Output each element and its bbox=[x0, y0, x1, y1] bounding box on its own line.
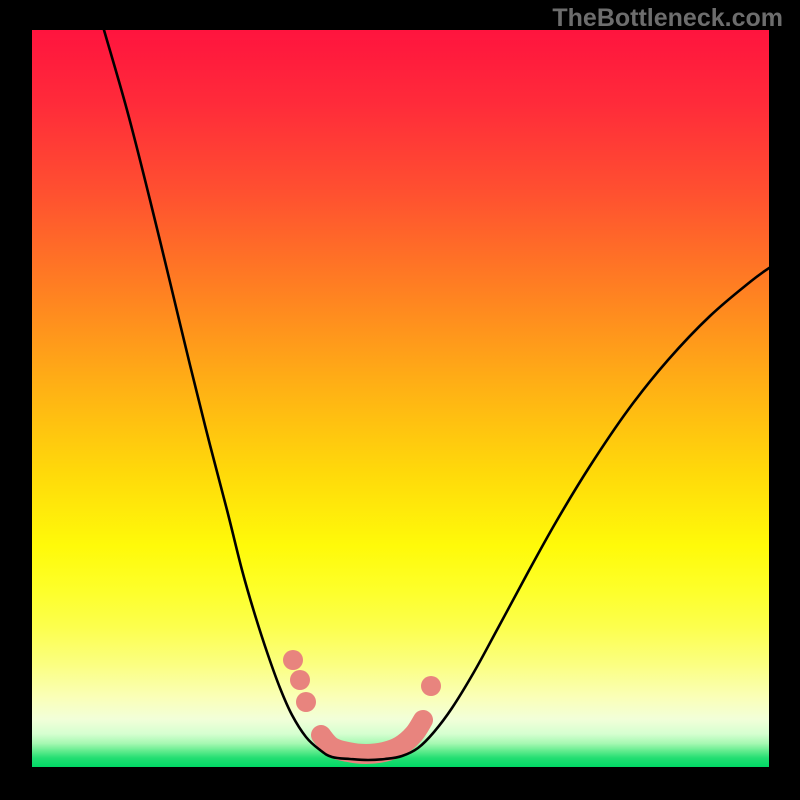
curve-overlay bbox=[32, 30, 769, 767]
marker-floor-segment bbox=[321, 720, 423, 754]
marker-point-2 bbox=[296, 692, 316, 712]
watermark-text: TheBottleneck.com bbox=[552, 4, 783, 33]
marker-point-3 bbox=[421, 676, 441, 696]
marker-point-0 bbox=[283, 650, 303, 670]
plot-area bbox=[32, 30, 769, 767]
marker-point-1 bbox=[290, 670, 310, 690]
chart-root: TheBottleneck.com bbox=[0, 0, 800, 800]
bottleneck-curve bbox=[104, 30, 769, 760]
